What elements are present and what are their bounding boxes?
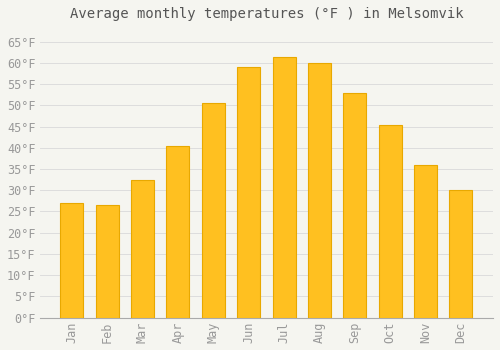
Bar — [237, 67, 260, 317]
Bar — [414, 165, 437, 317]
Bar — [60, 203, 83, 317]
Bar — [202, 103, 225, 317]
Bar — [344, 93, 366, 317]
Title: Average monthly temperatures (°F ) in Melsomvik: Average monthly temperatures (°F ) in Me… — [70, 7, 463, 21]
Bar — [378, 125, 402, 317]
Bar — [308, 63, 331, 317]
Bar — [96, 205, 118, 317]
Bar — [450, 190, 472, 317]
Bar — [131, 180, 154, 317]
Bar — [272, 57, 295, 317]
Bar — [166, 146, 190, 317]
